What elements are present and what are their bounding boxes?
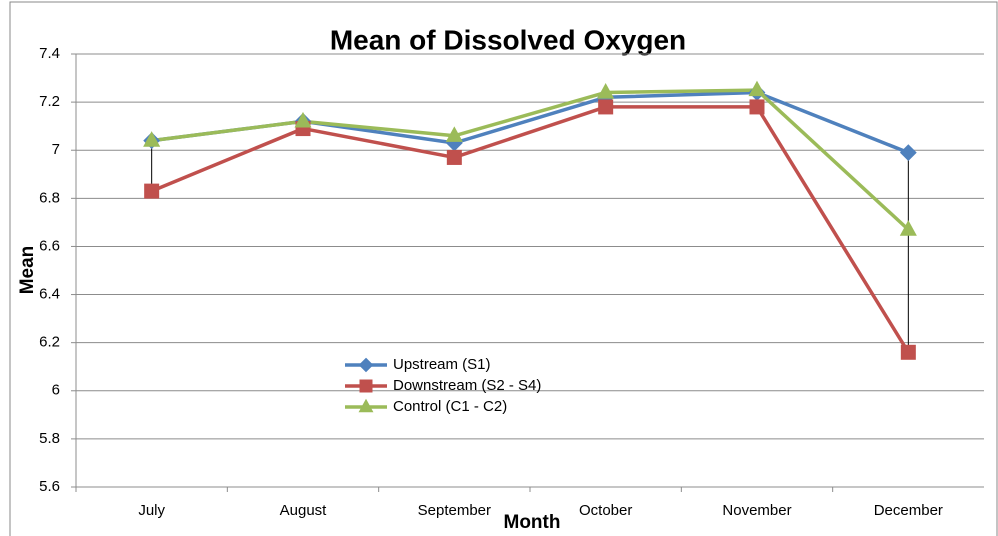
marker bbox=[900, 344, 916, 360]
y-axis-label: Mean bbox=[17, 246, 38, 295]
marker bbox=[749, 99, 765, 115]
x-tick-label: August bbox=[280, 502, 328, 519]
chart-title: Mean of Dissolved Oxygen bbox=[330, 24, 686, 55]
marker bbox=[899, 220, 917, 236]
legend-label: Control (C1 - C2) bbox=[393, 398, 507, 415]
legend-label: Downstream (S2 - S4) bbox=[393, 377, 541, 394]
marker bbox=[899, 144, 917, 162]
y-tick-label: 5.6 bbox=[39, 478, 60, 495]
marker bbox=[748, 80, 766, 97]
marker bbox=[143, 131, 161, 147]
chart-frame bbox=[9, 1, 998, 536]
x-tick-label: December bbox=[874, 502, 943, 519]
x-tick-label: October bbox=[579, 502, 632, 519]
marker bbox=[445, 126, 463, 142]
y-tick-label: 6.8 bbox=[39, 189, 60, 206]
y-tick-label: 5.8 bbox=[39, 430, 60, 447]
legend-label: Upstream (S1) bbox=[393, 356, 491, 373]
x-axis-label: Month bbox=[504, 512, 561, 533]
marker bbox=[144, 183, 160, 199]
x-tick-label: November bbox=[722, 502, 791, 519]
marker bbox=[358, 357, 374, 373]
x-tick-label: September bbox=[418, 502, 491, 519]
marker bbox=[358, 398, 374, 413]
series-line bbox=[150, 105, 910, 354]
marker bbox=[446, 149, 462, 165]
marker bbox=[598, 99, 614, 115]
y-tick-label: 6.2 bbox=[39, 334, 60, 351]
marker bbox=[294, 111, 312, 128]
y-tick-label: 7.4 bbox=[39, 45, 60, 62]
y-tick-label: 7.2 bbox=[39, 93, 60, 110]
marker bbox=[359, 379, 373, 393]
y-tick-label: 6.6 bbox=[39, 237, 60, 254]
y-tick-label: 6 bbox=[52, 382, 60, 399]
x-tick-label: July bbox=[138, 502, 165, 519]
marker bbox=[597, 83, 615, 99]
y-tick-label: 7 bbox=[52, 141, 60, 158]
y-tick-label: 6.4 bbox=[39, 286, 60, 303]
series-line bbox=[151, 88, 910, 231]
